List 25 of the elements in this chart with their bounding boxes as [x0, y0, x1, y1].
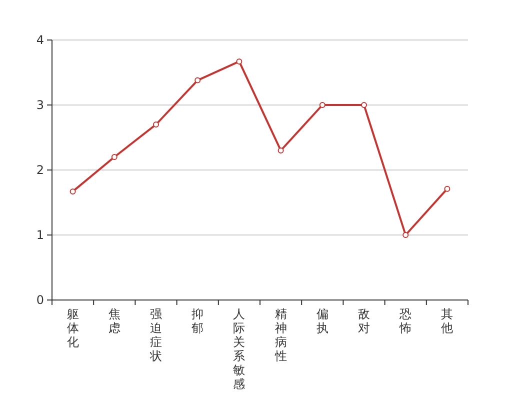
x-tick-label: 其他 — [441, 307, 454, 335]
point — [236, 58, 242, 64]
x-tick-label: 偏执 — [316, 307, 328, 335]
x-tick-label: 敌对 — [358, 307, 370, 335]
point — [278, 148, 284, 154]
x-tick-label: 强迫症状 — [149, 307, 162, 363]
point — [444, 186, 450, 192]
y-tick-label: 4 — [36, 33, 44, 47]
point — [153, 122, 159, 128]
point — [70, 188, 76, 194]
point — [361, 102, 367, 108]
x-tick-label: 焦虑 — [108, 307, 120, 335]
x-tick-label: 躯体化 — [66, 307, 79, 349]
point — [111, 154, 118, 160]
point — [319, 102, 326, 108]
point — [194, 77, 201, 84]
x-tick-label: 精神病性 — [274, 307, 287, 363]
point — [402, 232, 409, 238]
x-tick-label: 抑郁 — [192, 307, 204, 335]
y-tick-label: 0 — [36, 293, 44, 307]
x-tick-label: 恐怖 — [398, 307, 412, 335]
y-tick-label: 2 — [36, 163, 44, 177]
x-tick-label: 人际关系敏感 — [233, 307, 246, 391]
y-tick-label: 3 — [36, 98, 44, 112]
y-tick-label: 1 — [36, 228, 44, 242]
